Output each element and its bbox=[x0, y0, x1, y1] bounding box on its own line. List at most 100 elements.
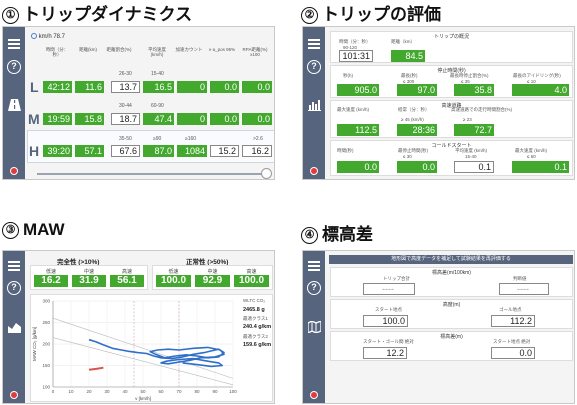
upper-tolerance-line bbox=[52, 317, 234, 379]
value-cs-max: 0.1 bbox=[512, 161, 569, 173]
range-H-share: 35-50 bbox=[119, 136, 132, 142]
help-icon[interactable]: ? bbox=[307, 281, 321, 295]
q2-title: ② トリップの評価 bbox=[301, 0, 441, 25]
terrain-reevaluate-button[interactable]: 地形図で高度データを補足して試験結果を再評価する bbox=[329, 255, 573, 264]
time-slider-track[interactable] bbox=[37, 173, 267, 175]
value-L-speed: 16.5 bbox=[143, 81, 174, 93]
label-hw-share: 高速道路での走行時間割合(%) bbox=[451, 107, 512, 112]
range-L-speed: 15-40 bbox=[151, 71, 164, 77]
record-indicator-icon bbox=[310, 167, 318, 175]
q1-title: ① トリップダイナミクス bbox=[2, 0, 192, 25]
normality-title: 正常性 (>50%) bbox=[186, 259, 229, 266]
y-tick-label: 300 bbox=[42, 299, 50, 304]
range-stop-longest: ≤ 300 bbox=[403, 79, 415, 84]
label-cs-time: 時間(秒) bbox=[337, 148, 354, 153]
label-stop-share: 最長時停止割合(%) bbox=[450, 73, 489, 78]
value-hw-maxspeed: 112.5 bbox=[337, 124, 379, 136]
series-line-0 bbox=[88, 338, 225, 368]
area-chart-icon[interactable] bbox=[8, 321, 21, 333]
record-indicator-icon bbox=[10, 391, 18, 399]
y-tick-label: 150 bbox=[42, 363, 50, 368]
completeness-mid-value: 31.9 bbox=[72, 275, 106, 287]
label-judgement: 判断値 bbox=[513, 276, 527, 281]
road-icon[interactable] bbox=[8, 99, 21, 111]
class2-value: 159.6 g/km bbox=[243, 342, 272, 348]
value-H-speed: 87.0 bbox=[143, 145, 174, 157]
value-distance: 84.5 bbox=[391, 50, 425, 62]
label-trip-total: トリップ合計 bbox=[383, 276, 410, 281]
side-rail: ? bbox=[303, 27, 325, 179]
value-stop-share: 35.8 bbox=[454, 84, 494, 96]
label-cs-max: 最大速度 (km/h) bbox=[515, 148, 547, 153]
help-icon[interactable]: ? bbox=[7, 60, 21, 74]
label-cs-avg: 平均速度 (km/h) bbox=[455, 148, 487, 153]
value-duration: 101:31 bbox=[339, 50, 373, 62]
value-M-duration: 19:59 bbox=[43, 113, 72, 125]
label-start-goal-abs: スタート・ゴール間 絶対 bbox=[363, 339, 414, 344]
range-hw-share: ≥ 23 bbox=[463, 117, 472, 122]
menu-icon[interactable] bbox=[308, 261, 320, 263]
value-trip-total: ---- bbox=[363, 283, 415, 295]
q4-number: ④ bbox=[301, 227, 318, 244]
x-tick-label: 20 bbox=[86, 389, 92, 394]
wltc-co2-value: 2465.8 g bbox=[243, 307, 265, 313]
series-line-1 bbox=[88, 366, 104, 371]
label-hw-time: 経常（分：秒） bbox=[398, 107, 430, 112]
record-indicator-icon bbox=[310, 391, 318, 399]
menu-icon[interactable] bbox=[8, 39, 20, 41]
elevation-diff-heading: 標高差(m) bbox=[440, 334, 463, 340]
normality-high-value: 100.0 bbox=[234, 275, 269, 287]
completeness-low-value: 16.2 bbox=[34, 275, 68, 287]
speed-readout: km/h 78.7 bbox=[31, 33, 65, 40]
value-goal-altitude: 112.2 bbox=[491, 315, 535, 327]
value-L-share: 13.7 bbox=[111, 81, 140, 93]
header-rpa: RPA距離(%) x100 bbox=[242, 47, 268, 58]
header-duration: 時間（分：秒） bbox=[45, 47, 69, 58]
normality-mid-value: 92.9 bbox=[195, 275, 230, 287]
value-judgement: ---- bbox=[499, 283, 549, 295]
lower-tolerance-line bbox=[52, 337, 234, 386]
value-start-goal-abs: 12.2 bbox=[363, 347, 407, 359]
range-H-rpa: >2.6 bbox=[253, 136, 263, 142]
label-distance: 距離（km） bbox=[391, 39, 415, 44]
menu-icon[interactable] bbox=[308, 39, 320, 41]
class2-label: 最適クラス2 bbox=[243, 334, 268, 339]
range-duration: 90-120 bbox=[343, 45, 358, 50]
value-start-abs: 0.0 bbox=[491, 347, 535, 359]
range-M-speed: 60-90 bbox=[151, 103, 164, 109]
side-rail: ? bbox=[3, 251, 25, 403]
label-duration: 時間（分：秒） bbox=[339, 39, 371, 44]
header-accel-count: 加速カウント bbox=[175, 47, 203, 52]
label-start-altitude: スタート地点 bbox=[375, 307, 402, 312]
range-cs-max: ≤ 60 bbox=[527, 154, 536, 159]
row-letter-M: M bbox=[28, 111, 40, 127]
normality-high-label: 高速 bbox=[246, 269, 257, 275]
q2-screen: ? トリップの概況 時間（分：秒） 90-120 距離（km） 101:31 8… bbox=[302, 26, 575, 180]
x-tick-label: 10 bbox=[68, 389, 74, 394]
label-stop-longest: 最長(秒) bbox=[401, 73, 418, 78]
x-tick-label: 90 bbox=[212, 389, 218, 394]
value-H-rpa: 16.2 bbox=[242, 145, 272, 157]
value-L-va95: 0.0 bbox=[210, 81, 239, 93]
menu-icon[interactable] bbox=[8, 261, 20, 263]
range-H-speed: ≥90 bbox=[153, 136, 162, 142]
help-icon[interactable]: ? bbox=[307, 60, 321, 74]
highway-heading: 高速道路 bbox=[441, 103, 462, 109]
x-tick-label: 30 bbox=[104, 389, 110, 394]
value-hw-time: 28:36 bbox=[397, 124, 437, 136]
map-icon[interactable] bbox=[308, 321, 321, 333]
side-rail: ? bbox=[3, 27, 25, 179]
label-idle: 最長のアイドリング(秒) bbox=[513, 73, 561, 78]
q1-number: ① bbox=[2, 7, 19, 24]
value-start-altitude: 100.0 bbox=[363, 315, 408, 327]
completeness-low-label: 低速 bbox=[45, 269, 56, 275]
time-slider-handle[interactable] bbox=[261, 168, 272, 179]
clock-icon bbox=[31, 33, 37, 39]
normality-low-value: 100.0 bbox=[156, 275, 191, 287]
x-tick-label: 60 bbox=[158, 389, 164, 394]
bar-chart-icon[interactable] bbox=[308, 99, 321, 111]
x-tick-label: 0 bbox=[52, 389, 55, 394]
value-H-duration: 39:20 bbox=[43, 145, 72, 157]
label-cs-stop: 最停止時間(秒) bbox=[398, 148, 428, 153]
help-icon[interactable]: ? bbox=[7, 281, 21, 295]
